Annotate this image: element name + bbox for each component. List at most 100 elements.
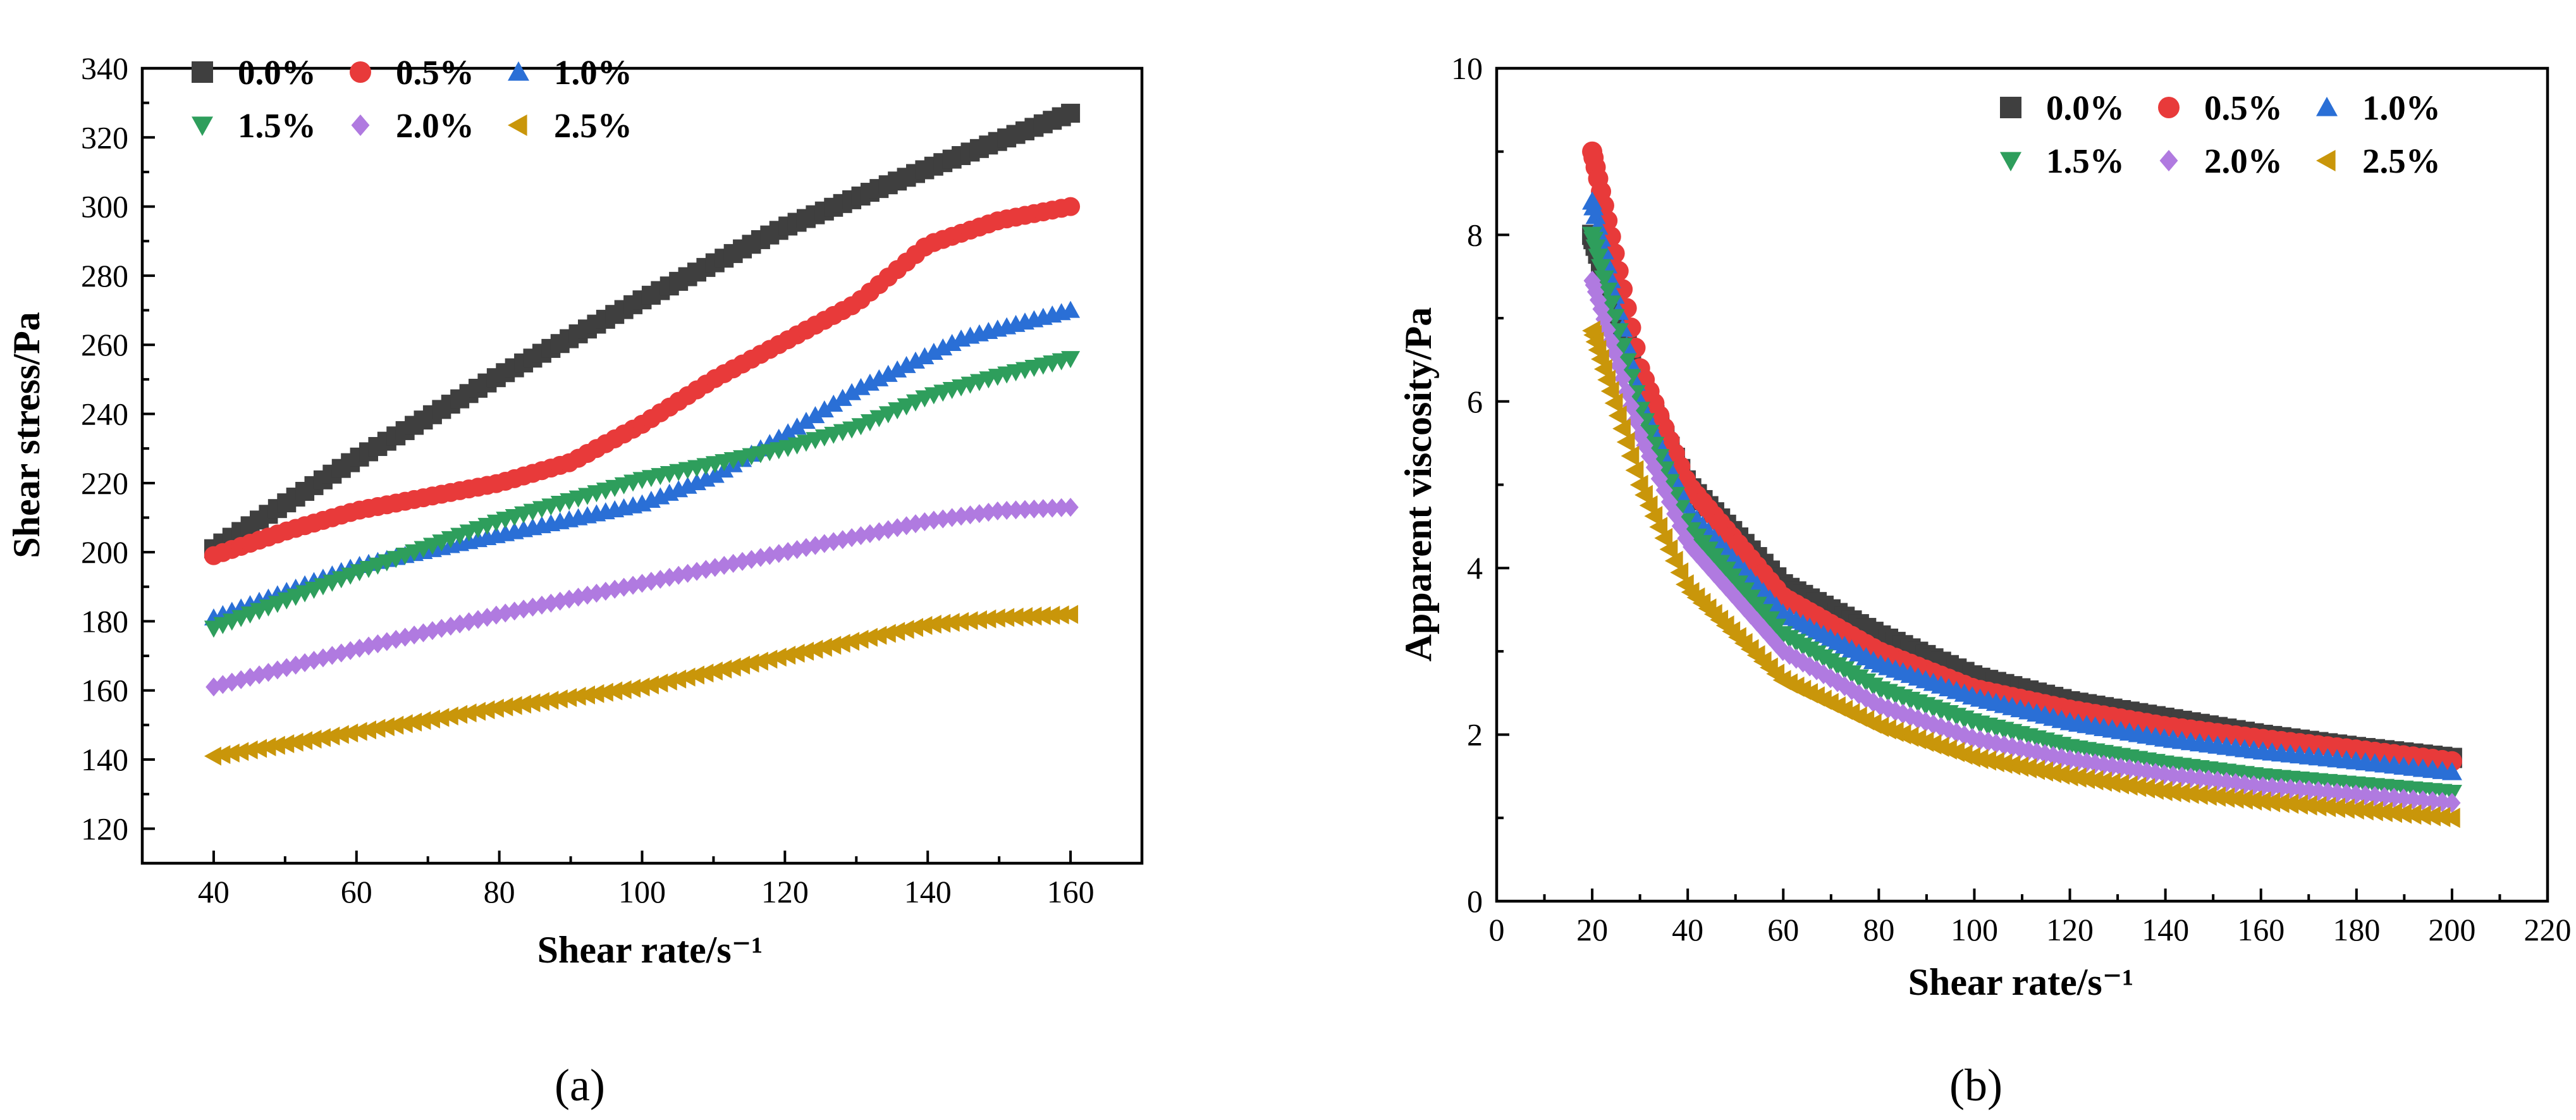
chart-0-legend-label: 1.5% [238,106,316,145]
chart-1-point [1962,747,1980,768]
chart-0-point [715,660,732,679]
chart-1-point [2422,806,2441,827]
chart-1-point [1629,474,1648,495]
chart-1-point [2441,761,2462,780]
chart-0-xtick-label: 140 [904,874,952,909]
chart-1-xtick-label: 60 [1767,912,1799,947]
chart-0-point [915,615,933,635]
chart-1-legend-marker [2316,150,2336,171]
chart-1-point [2216,787,2235,808]
chart-0-point [924,342,943,360]
chart-0-point [897,620,914,639]
chart-0-point [295,731,313,751]
chart-1-xtick-label: 80 [1863,912,1894,947]
chart-1-point [2319,782,2336,803]
chart-0-legend-label: 2.0% [396,106,474,145]
chart-0-legend: 0.0% 0.5% 1.0% 1.5% 2.0% 2.5% [192,53,632,145]
chart-0-ytick-label: 240 [81,397,128,432]
chart-1-ytick-label: 10 [1451,51,1483,86]
chart-0-point [806,639,823,659]
chart-1-point [2010,756,2029,777]
chart-0-point [760,649,778,669]
chart-0-point [796,641,814,661]
chart-0-point [933,613,951,633]
chart-0-point [313,728,331,748]
chart-0-point [614,680,632,699]
chart-1-point [1635,484,1653,505]
chart-1-ytick-label: 0 [1467,883,1483,919]
chart-1-point [2357,785,2374,806]
chart-0-point [505,696,522,715]
chart-0-point [578,685,596,705]
chart-0-point [969,610,987,629]
chart-1-point [1625,460,1644,481]
chart-0-point [1061,300,1081,318]
chart-1-point [2252,791,2271,812]
chart-1-point [2298,795,2317,816]
chart-0-ytick-label: 120 [81,811,128,846]
chart-1-point [1585,239,1606,258]
chart-a-xlabel: Shear rate/s⁻¹ [537,929,763,971]
chart-0-point [942,613,960,632]
chart-0-point [742,653,759,673]
chart-0-point [523,693,541,713]
chart-0-point [888,622,905,641]
chart-0-point [541,691,559,710]
chart-1-point [2243,790,2262,811]
chart-0-point [905,351,925,369]
chart-1-point [2291,779,2309,800]
chart-0-ytick-label: 140 [81,742,128,777]
chart-0-point [222,743,240,763]
chart-0-point [869,625,887,645]
chart-0-point [259,737,276,756]
chart-0-ytick-label: 200 [81,534,128,570]
chart-0-point [989,501,1006,520]
chart-0-point [778,423,798,441]
chart-0-point [632,677,650,697]
chart-1-xtick-label: 100 [1951,912,1998,947]
chart-0-point [933,338,953,355]
chart-0-point [350,722,367,741]
chart-1-point [2119,775,2138,796]
chart-1-point [2404,789,2422,810]
chart-1-point [2035,761,2053,782]
chart-0-point [322,726,340,746]
chart-1-point [1664,550,1683,571]
chart-1-point [2385,787,2403,808]
chart-1-point [2043,763,2062,784]
chart-1-point [1612,418,1631,439]
chart-1-point [1616,432,1635,453]
chart-1-point [1621,445,1640,466]
chart-0-legend-marker [508,61,529,81]
chart-0-point [1006,607,1024,627]
chart-1-series-1 [1582,141,2462,772]
chart-1-point [1604,309,1625,328]
chart-1-ytick-label: 2 [1467,717,1483,753]
chart-0-point [1035,499,1052,519]
chart-0-point [1061,197,1081,216]
chart-1-point [2317,797,2336,818]
chart-0-point [587,684,604,703]
chart-0-xtick-label: 100 [618,874,666,909]
chart-1-point [2018,758,2037,778]
chart-0-point [851,378,871,395]
chart-1-point [1649,517,1668,538]
chart-0-ytick-label: 220 [81,465,128,501]
chart-b-ylabel: Apparent viscosity/Pa [1397,307,1439,662]
chart-0-ytick-label: 180 [81,603,128,639]
chart-0-point [824,394,843,412]
chart-0-point [1061,605,1079,624]
chart-0-point [432,708,450,727]
chart-1-xtick-label: 0 [1489,912,1505,947]
chart-0-series-1 [204,197,1081,565]
chart-0-point [560,688,577,708]
chart-1-point [2207,786,2226,807]
chart-1-point [1604,393,1623,414]
chart-0-xtick-label: 120 [761,874,809,909]
chart-1-point [2376,787,2393,808]
chart-1-series-0 [1582,225,2462,768]
chart-1-point [2234,789,2253,810]
chart-0-point [304,729,322,749]
chart-0-point [250,739,267,758]
chart-1-xtick-label: 160 [2237,912,2285,947]
